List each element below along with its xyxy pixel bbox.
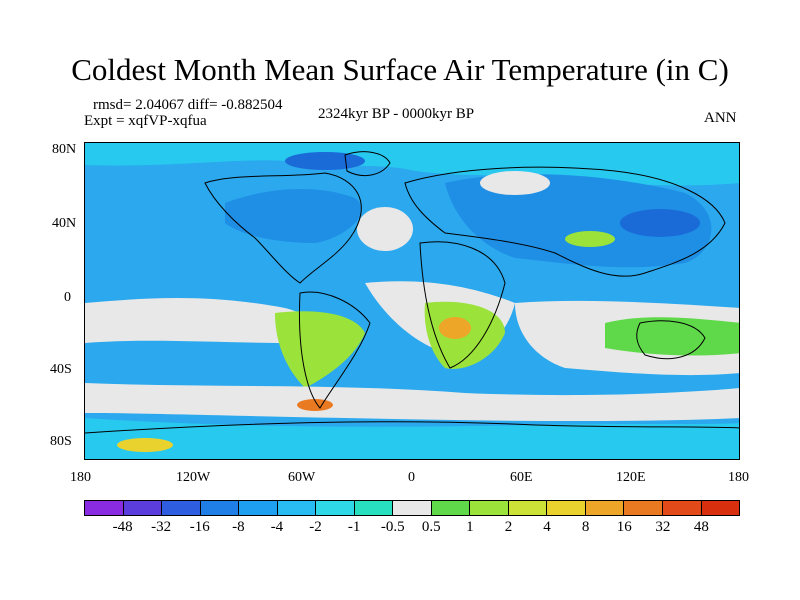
colorbar — [84, 500, 740, 516]
x-tick-label: 60W — [288, 470, 316, 485]
antarctic-warm-patch-west — [117, 438, 173, 452]
coast-antarctica — [85, 421, 739, 434]
colorbar-swatch — [123, 501, 163, 515]
coast-eurasia — [404, 166, 726, 277]
europe-neutral-patch — [480, 171, 550, 195]
cold-arctic-patch — [285, 152, 365, 170]
x-tick-label: 120W — [176, 470, 211, 485]
coast-south-america — [299, 291, 371, 409]
coast-africa — [419, 241, 506, 369]
coastlines — [85, 151, 739, 434]
colorbar-label: -2 — [309, 519, 322, 535]
asia-warm-patch — [565, 231, 615, 247]
y-tick-label: 80S — [50, 434, 72, 449]
x-tick-label: 120E — [616, 470, 646, 485]
colorbar-label: -1 — [347, 519, 361, 535]
colorbar-label: -16 — [189, 519, 210, 535]
x-tick-label: 60E — [510, 470, 533, 485]
colorbar-swatch — [508, 501, 548, 515]
coast-north-america — [204, 172, 362, 284]
colorbar-swatch — [316, 501, 355, 515]
colorbar-swatch — [277, 501, 317, 515]
colorbar-swatch — [200, 501, 240, 515]
antarctica-field — [85, 418, 739, 459]
colorbar-swatch — [85, 501, 124, 515]
coast-australia — [636, 320, 706, 360]
experiment-text: Expt = xqfVP-xqfua — [84, 113, 207, 129]
arctic-band — [85, 143, 739, 186]
colorbar-label: -8 — [232, 519, 245, 535]
colorbar-label: 4 — [543, 519, 551, 535]
map-plot — [85, 143, 739, 459]
stats-text: rmsd= 2.04067 diff= -0.882504 — [93, 97, 283, 113]
colorbar-swatch — [662, 501, 702, 515]
colorbar-swatch — [354, 501, 394, 515]
x-tick-label: 180 — [728, 470, 749, 485]
colorbar-swatch — [624, 501, 663, 515]
colorbar-label: 48 — [693, 519, 709, 535]
colorbar-swatch — [470, 501, 509, 515]
colorbar-label: 0.5 — [421, 519, 441, 535]
southern-ocean-neutral — [85, 383, 739, 422]
colorbar-label: 2 — [504, 519, 513, 535]
colorbar-label: -0.5 — [380, 519, 405, 535]
y-tick-label: 40N — [52, 216, 77, 231]
north-america-field — [225, 188, 362, 243]
colorbar-swatch — [701, 501, 740, 515]
colorbar-swatch — [585, 501, 625, 515]
season-text: ANN — [704, 110, 737, 126]
period-text: 2324kyr BP - 0000kyr BP — [318, 106, 475, 122]
y-tick-label: 80N — [52, 142, 77, 157]
temperature-map — [84, 142, 740, 460]
y-tick-label: 40S — [50, 362, 72, 377]
y-tick-label: 0 — [64, 290, 71, 305]
colorbar-swatch — [239, 501, 278, 515]
australia-warm — [605, 317, 739, 356]
colorbar-label: 1 — [466, 519, 474, 535]
colorbar-label: -48 — [112, 519, 133, 535]
colorbar-swatch — [547, 501, 586, 515]
colorbar-label: 16 — [616, 519, 632, 535]
colorbar-label: 8 — [581, 519, 590, 535]
colorbar-swatch — [393, 501, 432, 515]
colorbar-label: -32 — [151, 519, 172, 535]
africa-hot-patch — [439, 317, 471, 339]
x-tick-label: 180 — [70, 470, 91, 485]
south-america-warm — [275, 311, 365, 388]
colorbar-label: 32 — [655, 519, 671, 535]
chart-title: Coldest Month Mean Surface Air Temperatu… — [71, 52, 729, 87]
atlantic-neutral-patch — [357, 207, 413, 251]
pacific-neutral-band — [85, 298, 312, 343]
siberia-cold-patch — [620, 209, 700, 237]
colorbar-label: -4 — [270, 519, 284, 535]
eurasia-field — [445, 174, 712, 268]
colorbar-swatch — [162, 501, 201, 515]
x-tick-label: 0 — [408, 470, 415, 485]
colorbar-swatch — [431, 501, 471, 515]
coast-greenland — [344, 151, 391, 176]
